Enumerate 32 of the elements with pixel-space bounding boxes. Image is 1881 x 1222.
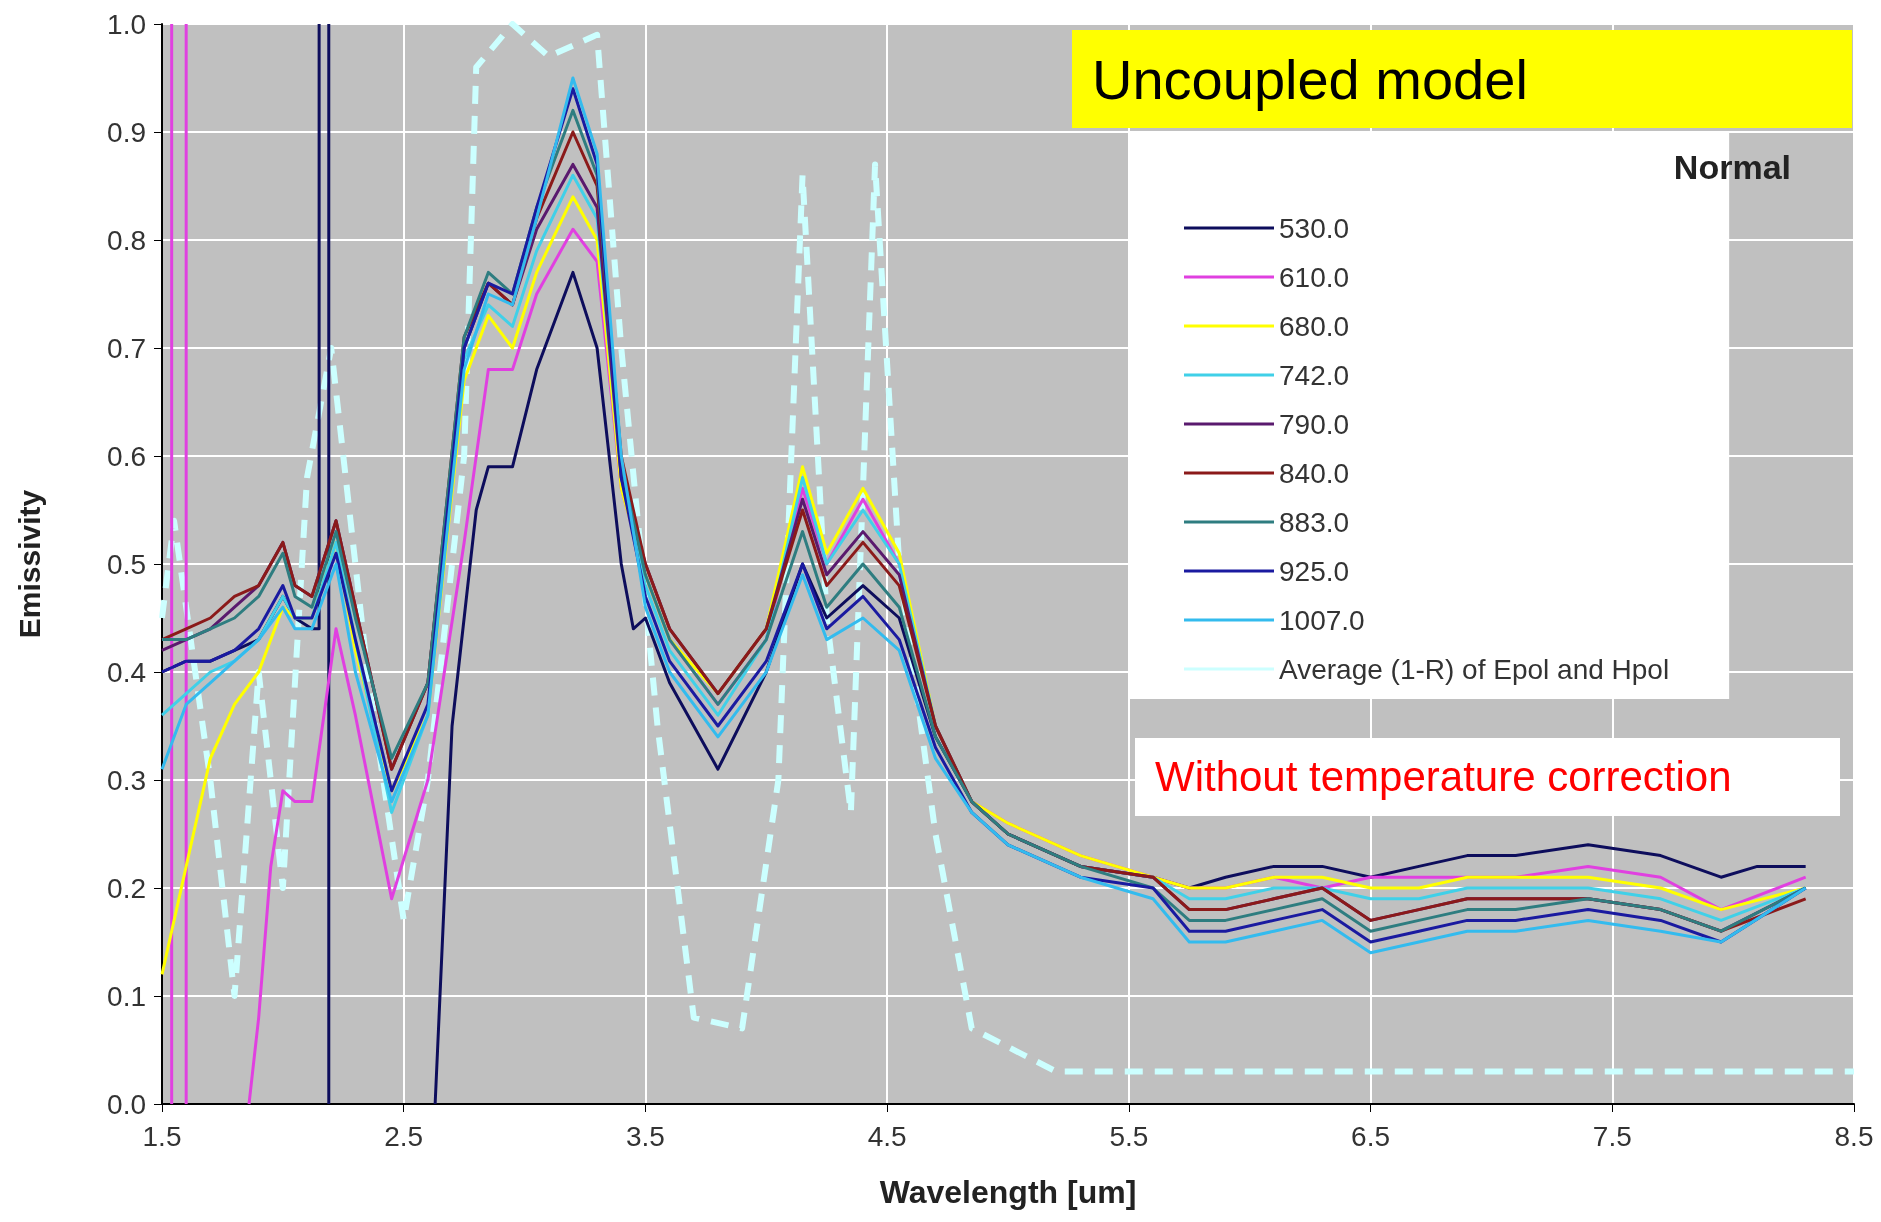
x-tick-label: 5.5 xyxy=(1109,1120,1149,1152)
y-tick-label: 0.7 xyxy=(107,332,146,364)
x-axis-title: Wavelength [um] xyxy=(879,1174,1137,1210)
x-tick-label: 8.5 xyxy=(1834,1120,1874,1152)
legend-label: 742.0 xyxy=(1279,359,1350,391)
legend-label: Average (1-R) of Epol and Hpol xyxy=(1279,653,1670,685)
legend-label: 840.0 xyxy=(1279,457,1350,489)
y-tick-label: 0.8 xyxy=(107,224,146,256)
y-tick-label: 0.9 xyxy=(107,116,146,148)
x-tick-label: 3.5 xyxy=(625,1120,665,1152)
x-tick-label: 4.5 xyxy=(867,1120,907,1152)
y-axis-title: Emissivity xyxy=(12,489,46,639)
legend-label: 883.0 xyxy=(1279,506,1350,538)
y-tick-label: 0.6 xyxy=(107,440,146,472)
y-tick-label: 0.2 xyxy=(107,872,146,904)
y-tick-label: 0.5 xyxy=(107,548,146,580)
y-tick-label: 0.4 xyxy=(107,656,146,688)
y-tick-label: 0.3 xyxy=(107,764,146,796)
legend-label: 680.0 xyxy=(1279,310,1350,342)
x-tick-label: 1.5 xyxy=(142,1120,182,1152)
x-tick-label: 6.5 xyxy=(1351,1120,1391,1152)
legend-label: 530.0 xyxy=(1279,212,1350,244)
y-tick-label: 1.0 xyxy=(107,8,146,40)
legend-label: 790.0 xyxy=(1279,408,1350,440)
legend-label: 1007.0 xyxy=(1279,604,1365,636)
x-tick-label: 7.5 xyxy=(1592,1120,1632,1152)
legend-title: Normal xyxy=(1673,148,1791,186)
legend-label: 610.0 xyxy=(1279,261,1350,293)
y-tick-label: 0.0 xyxy=(107,1088,146,1120)
legend-label: 925.0 xyxy=(1279,555,1350,587)
x-tick-label: 2.5 xyxy=(384,1120,424,1152)
y-tick-label: 0.1 xyxy=(107,980,146,1012)
